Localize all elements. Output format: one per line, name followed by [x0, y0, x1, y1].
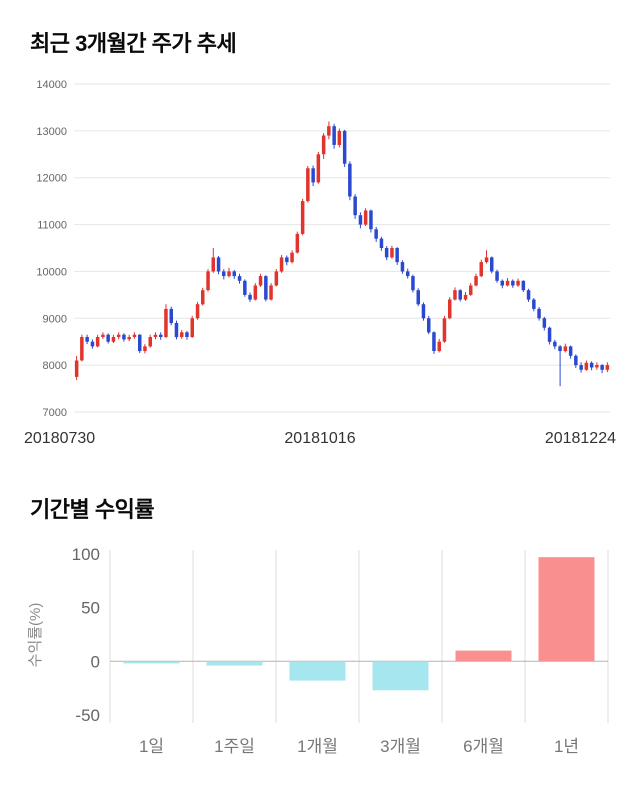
svg-text:8000: 8000 — [43, 360, 67, 372]
page: 최근 3개월간 주가 추세 7000 8000 9000 10000 11000 1200… — [24, 26, 616, 765]
x-axis-label-start: 20180730 — [24, 430, 96, 447]
returns-chart: 100 50 0 -50 1일 1주일 1개월 3개월 6개월 1년 수익률(%) — [24, 540, 616, 765]
svg-text:1개월: 1개월 — [297, 737, 338, 756]
candlestick-chart-svg: 7000 8000 9000 10000 11000 12000 13000 14000 — [36, 79, 610, 419]
x-axis-label-end: 20181224 — [544, 430, 616, 447]
svg-text:12000: 12000 — [36, 173, 67, 185]
svg-text:11000: 11000 — [37, 220, 67, 232]
svg-text:수익률(%): 수익률(%) — [27, 603, 44, 668]
returns-bar-chart-svg: 100 50 0 -50 1일 1주일 1개월 3개월 6개월 1년 수익률(%) — [27, 545, 609, 756]
svg-text:100: 100 — [72, 545, 100, 564]
svg-text:50: 50 — [81, 599, 100, 618]
svg-text:9000: 9000 — [43, 313, 67, 325]
svg-text:7000: 7000 — [43, 407, 67, 419]
svg-text:1주일: 1주일 — [214, 737, 255, 756]
price-chart-x-axis: 20180730 20181016 20181224 — [24, 426, 616, 448]
svg-text:10000: 10000 — [36, 266, 67, 278]
returns-chart-title: 기간별 수익률 — [30, 497, 155, 522]
svg-text:3개월: 3개월 — [380, 737, 421, 756]
svg-text:1년: 1년 — [554, 737, 579, 756]
svg-text:14000: 14000 — [36, 79, 67, 91]
svg-text:13000: 13000 — [36, 126, 67, 138]
svg-text:-50: -50 — [75, 706, 100, 725]
svg-text:6개월: 6개월 — [463, 737, 504, 756]
price-chart: 7000 8000 9000 10000 11000 12000 13000 14000 20… — [24, 74, 616, 448]
price-chart-title: 최근 3개월간 주가 추세 — [30, 31, 237, 56]
price-trend-section: 최근 3개월간 주가 추세 7000 8000 9000 10000 11000 1200… — [24, 26, 616, 448]
period-returns-section: 기간별 수익률 100 50 0 -50 1일 1주일 1개월 3개월 6개월 1년 수익률(%) — [24, 492, 616, 765]
svg-text:0: 0 — [91, 652, 100, 671]
svg-text:1일: 1일 — [139, 737, 164, 756]
x-axis-label-mid: 20181016 — [284, 430, 356, 447]
